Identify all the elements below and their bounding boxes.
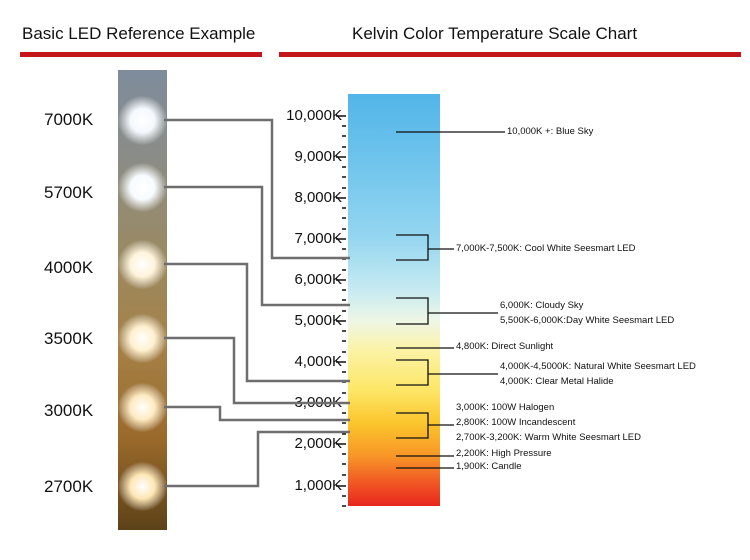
connector-2700k bbox=[164, 430, 350, 488]
bracket-natural-white bbox=[396, 359, 429, 386]
led-3000k bbox=[118, 383, 167, 432]
tick-label-7000k: 7,000K bbox=[294, 230, 342, 247]
bracket-day-white bbox=[396, 297, 429, 325]
led-7000k bbox=[118, 96, 167, 145]
annotation-cloudy-sky: 6,000K: Cloudy Sky bbox=[500, 300, 584, 311]
tick-label-9000k: 9,000K bbox=[294, 148, 342, 165]
bracket-cool-white bbox=[396, 234, 429, 261]
tick-label-4000k: 4,000K bbox=[294, 353, 342, 370]
connector-3000k bbox=[164, 405, 350, 422]
led-2700k bbox=[118, 462, 167, 511]
annotation-warm-white-led: 2,700K-3,200K: Warm White Seesmart LED bbox=[456, 432, 641, 443]
bracket-warm-white bbox=[396, 412, 429, 439]
annotation-high-pressure: 2,200K: High Pressure bbox=[456, 448, 552, 459]
annotation-day-white-led: 5,500K-6,000K:Day White Seesmart LED bbox=[500, 315, 675, 326]
annotation-blue-sky: 10,000K +: Blue Sky bbox=[507, 126, 594, 137]
led-reference-strip bbox=[118, 70, 167, 530]
connector-3500k bbox=[164, 336, 350, 405]
led-label-3500k: 3500K bbox=[44, 329, 94, 348]
tick-label-6000k: 6,000K bbox=[294, 271, 342, 288]
led-5700k bbox=[118, 163, 167, 212]
led-label-2700k: 2700K bbox=[44, 477, 94, 496]
annotation-direct-sunlight: 4,800K: Direct Sunlight bbox=[456, 341, 554, 352]
left-title-underline bbox=[20, 52, 262, 57]
led-label-5700k: 5700K bbox=[44, 183, 94, 202]
led-label-3000k: 3000K bbox=[44, 401, 94, 420]
tick-label-2000k: 2,000K bbox=[294, 435, 342, 452]
right-chart-title: Kelvin Color Temperature Scale Chart bbox=[352, 24, 638, 43]
annotation-cool-white-led: 7,000K-7,500K: Cool White Seesmart LED bbox=[456, 243, 636, 254]
tick-label-1000k: 1,000K bbox=[294, 477, 342, 494]
annotation-candle: 1,900K: Candle bbox=[456, 461, 522, 472]
tick-label-10000k: 10,000K bbox=[286, 107, 342, 124]
color-temperature-gradient-bar bbox=[348, 94, 440, 506]
tick-label-5000k: 5,000K bbox=[294, 312, 342, 329]
annotation-incandescent: 2,800K: 100W Incandescent bbox=[456, 417, 576, 428]
right-title-underline bbox=[279, 52, 741, 57]
led-label-4000k: 4000K bbox=[44, 258, 94, 277]
left-chart-title: Basic LED Reference Example bbox=[22, 24, 256, 43]
connector-7000k bbox=[164, 118, 350, 260]
led-3500k bbox=[118, 314, 167, 363]
connector-5700k bbox=[164, 185, 350, 307]
annotation-halogen: 3,000K: 100W Halogen bbox=[456, 402, 555, 413]
led-4000k bbox=[118, 240, 167, 289]
connector-4000k bbox=[164, 262, 350, 383]
led-label-7000k: 7000K bbox=[44, 110, 94, 129]
tick-label-8000k: 8,000K bbox=[294, 189, 342, 206]
annotation-clear-metal-halide: 4,000K: Clear Metal Halide bbox=[500, 376, 614, 387]
annotation-natural-white-led: 4,000K-4,5000K: Natural White Seesmart L… bbox=[500, 361, 696, 372]
